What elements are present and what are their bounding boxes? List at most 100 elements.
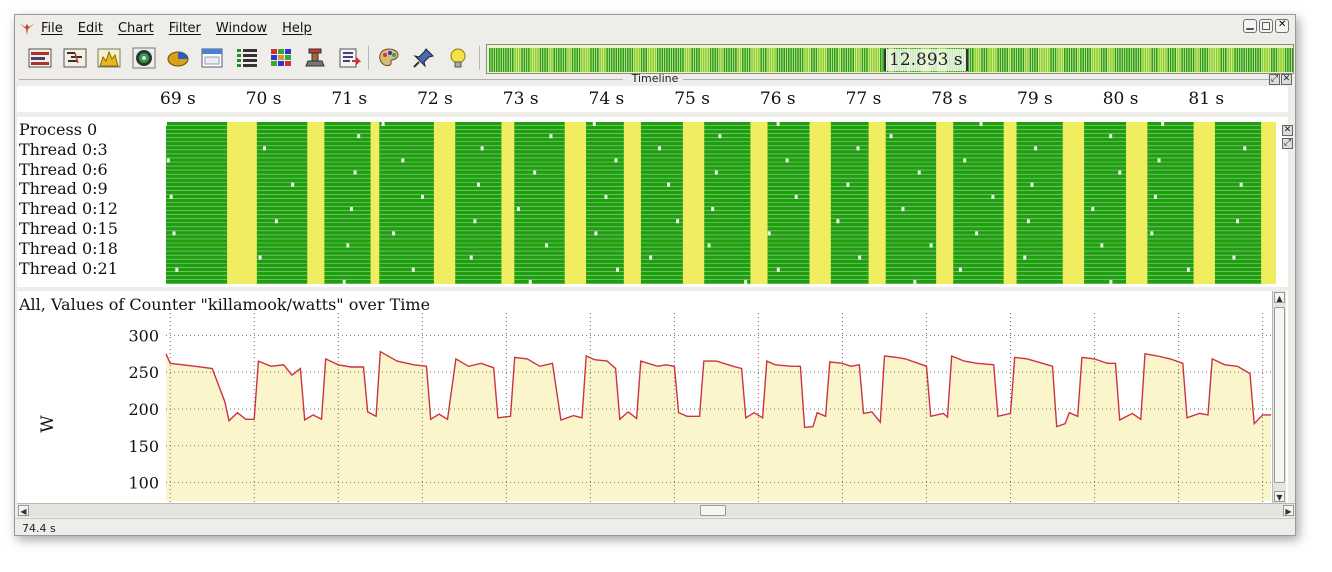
overview-activity-bar [882, 48, 884, 72]
close-panel-icon[interactable]: ✕ [1281, 74, 1292, 85]
timeline-overview[interactable]: 12.893 s [486, 44, 1294, 74]
thread-busy-segment [953, 122, 1004, 284]
overview-activity-bar [1271, 48, 1273, 72]
vertical-scrollbar[interactable]: ▲ ▼ [1272, 291, 1286, 503]
close-view-icon[interactable]: ✕ [1282, 125, 1293, 136]
overview-activity-bar [1082, 48, 1084, 72]
horizontal-scroll-thumb[interactable] [700, 505, 726, 516]
scroll-down-arrow[interactable]: ▼ [1274, 491, 1285, 502]
overview-activity-bar [518, 48, 521, 72]
thread-busy-segment [885, 122, 937, 284]
overview-activity-bar [808, 48, 811, 72]
overview-time-label: 12.893 s [884, 49, 968, 71]
time-tick-label: 77 s [845, 89, 882, 109]
menu-help[interactable]: Help [282, 21, 312, 36]
disc-icon[interactable] [131, 45, 157, 71]
export-icon[interactable] [336, 45, 362, 71]
thread-label: Process 0 [19, 120, 98, 139]
overview-activity-bar [850, 48, 852, 72]
menu-edit[interactable]: Edit [77, 21, 103, 36]
list-view-icon[interactable] [234, 45, 260, 71]
overview-activity-bar [827, 48, 829, 72]
toolbar-separator [368, 46, 369, 70]
overview-activity-bar [744, 48, 746, 72]
menu-chart[interactable]: Chart [117, 21, 154, 36]
color-grid-icon[interactable] [268, 45, 294, 71]
lightbulb-icon[interactable] [445, 45, 471, 71]
counter-area [166, 351, 1271, 501]
thread-busy-segment [640, 122, 683, 284]
thread-busy-segment [1147, 122, 1194, 284]
stamp-icon[interactable] [302, 45, 328, 71]
scroll-up-arrow[interactable]: ▲ [1274, 292, 1285, 303]
overview-activity-bar [990, 48, 992, 72]
window-icon[interactable] [199, 45, 225, 71]
overview-activity-bar [578, 48, 581, 72]
menu-file[interactable]: File [41, 21, 63, 36]
horizontal-scrollbar[interactable]: ◀ ▶ [17, 503, 1295, 517]
overview-activity-bar [659, 48, 661, 72]
scroll-left-arrow[interactable]: ◀ [18, 505, 29, 516]
y-tick-label: 100 [128, 474, 159, 493]
toolbar [15, 41, 1295, 75]
thread-activity-chart [166, 122, 1276, 284]
overview-activity-bar [1004, 48, 1006, 72]
pie-chart-icon[interactable] [165, 45, 191, 71]
overview-activity-bar [668, 48, 670, 72]
overview-activity-bar [553, 48, 555, 72]
time-tick-label: 80 s [1102, 89, 1139, 109]
overview-activity-bar [863, 48, 866, 72]
overview-activity-bar [1107, 48, 1110, 72]
overview-activity-bar [822, 48, 825, 72]
y-tick-label: 250 [128, 363, 159, 382]
overview-activity-bar [707, 48, 710, 72]
overview-activity-bar [1287, 48, 1289, 72]
overview-activity-bar [523, 48, 526, 72]
minimize-icon[interactable] [1243, 19, 1257, 33]
histogram-icon[interactable] [96, 45, 122, 71]
menu-window[interactable]: Window [215, 21, 268, 36]
overview-activity-bar [583, 48, 585, 72]
palette-icon[interactable] [376, 45, 402, 71]
overview-activity-bar [677, 48, 680, 72]
gantt-view-icon[interactable] [62, 45, 88, 71]
time-tick-label: 78 s [931, 89, 968, 109]
overview-activity-bar [714, 48, 716, 72]
overview-activity-bar [866, 48, 868, 72]
detach-view-icon[interactable]: ⤢ [1282, 138, 1293, 149]
overview-activity-bar [845, 48, 848, 72]
pin-icon[interactable] [411, 45, 437, 71]
wings-logo-icon[interactable] [18, 21, 36, 37]
overview-activity-bar [1050, 48, 1052, 72]
overview-activity-bar [1185, 48, 1188, 72]
vertical-scroll-thumb[interactable] [1274, 307, 1285, 483]
overview-activity-bar [868, 48, 871, 72]
overview-activity-bar [854, 48, 857, 72]
overview-activity-bar [1190, 48, 1193, 72]
counter-chart[interactable]: 300 250 200 150 100 W All, Values of Counter … [17, 291, 1288, 503]
overview-activity-bar [622, 48, 624, 72]
overview-activity-bar [1041, 48, 1043, 72]
time-tick-label: 79 s [1017, 89, 1053, 109]
overview-activity-bar [861, 48, 864, 72]
scroll-right-arrow[interactable]: ▶ [1283, 505, 1294, 516]
overview-activity-bar [1268, 48, 1271, 72]
overview-activity-bar [1162, 48, 1165, 72]
y-tick-label: 200 [128, 400, 159, 419]
overview-activity-bar [698, 48, 700, 72]
float-panel-icon[interactable]: ⤢ [1269, 74, 1280, 85]
restore-icon[interactable] [1259, 19, 1273, 33]
time-tick-label: 70 s [245, 89, 282, 109]
overview-activity-bar [1029, 48, 1032, 72]
timeline-view-icon[interactable] [27, 45, 53, 71]
time-tick-label: 73 s [502, 89, 539, 109]
overview-activity-bar [1024, 48, 1027, 72]
thread-timeline[interactable]: Process 0 Thread 0:3 Thread 0:6 Thread 0:9 T… [17, 117, 1288, 287]
overview-activity-bar [629, 48, 631, 72]
menu-filter[interactable]: Filter [168, 21, 201, 36]
timeline-title-text: Timeline [631, 72, 679, 85]
close-icon[interactable]: ✕ [1275, 19, 1289, 33]
overview-activity-bar [1213, 48, 1216, 72]
overview-activity-bar [661, 48, 664, 72]
overview-activity-bar [843, 48, 845, 72]
